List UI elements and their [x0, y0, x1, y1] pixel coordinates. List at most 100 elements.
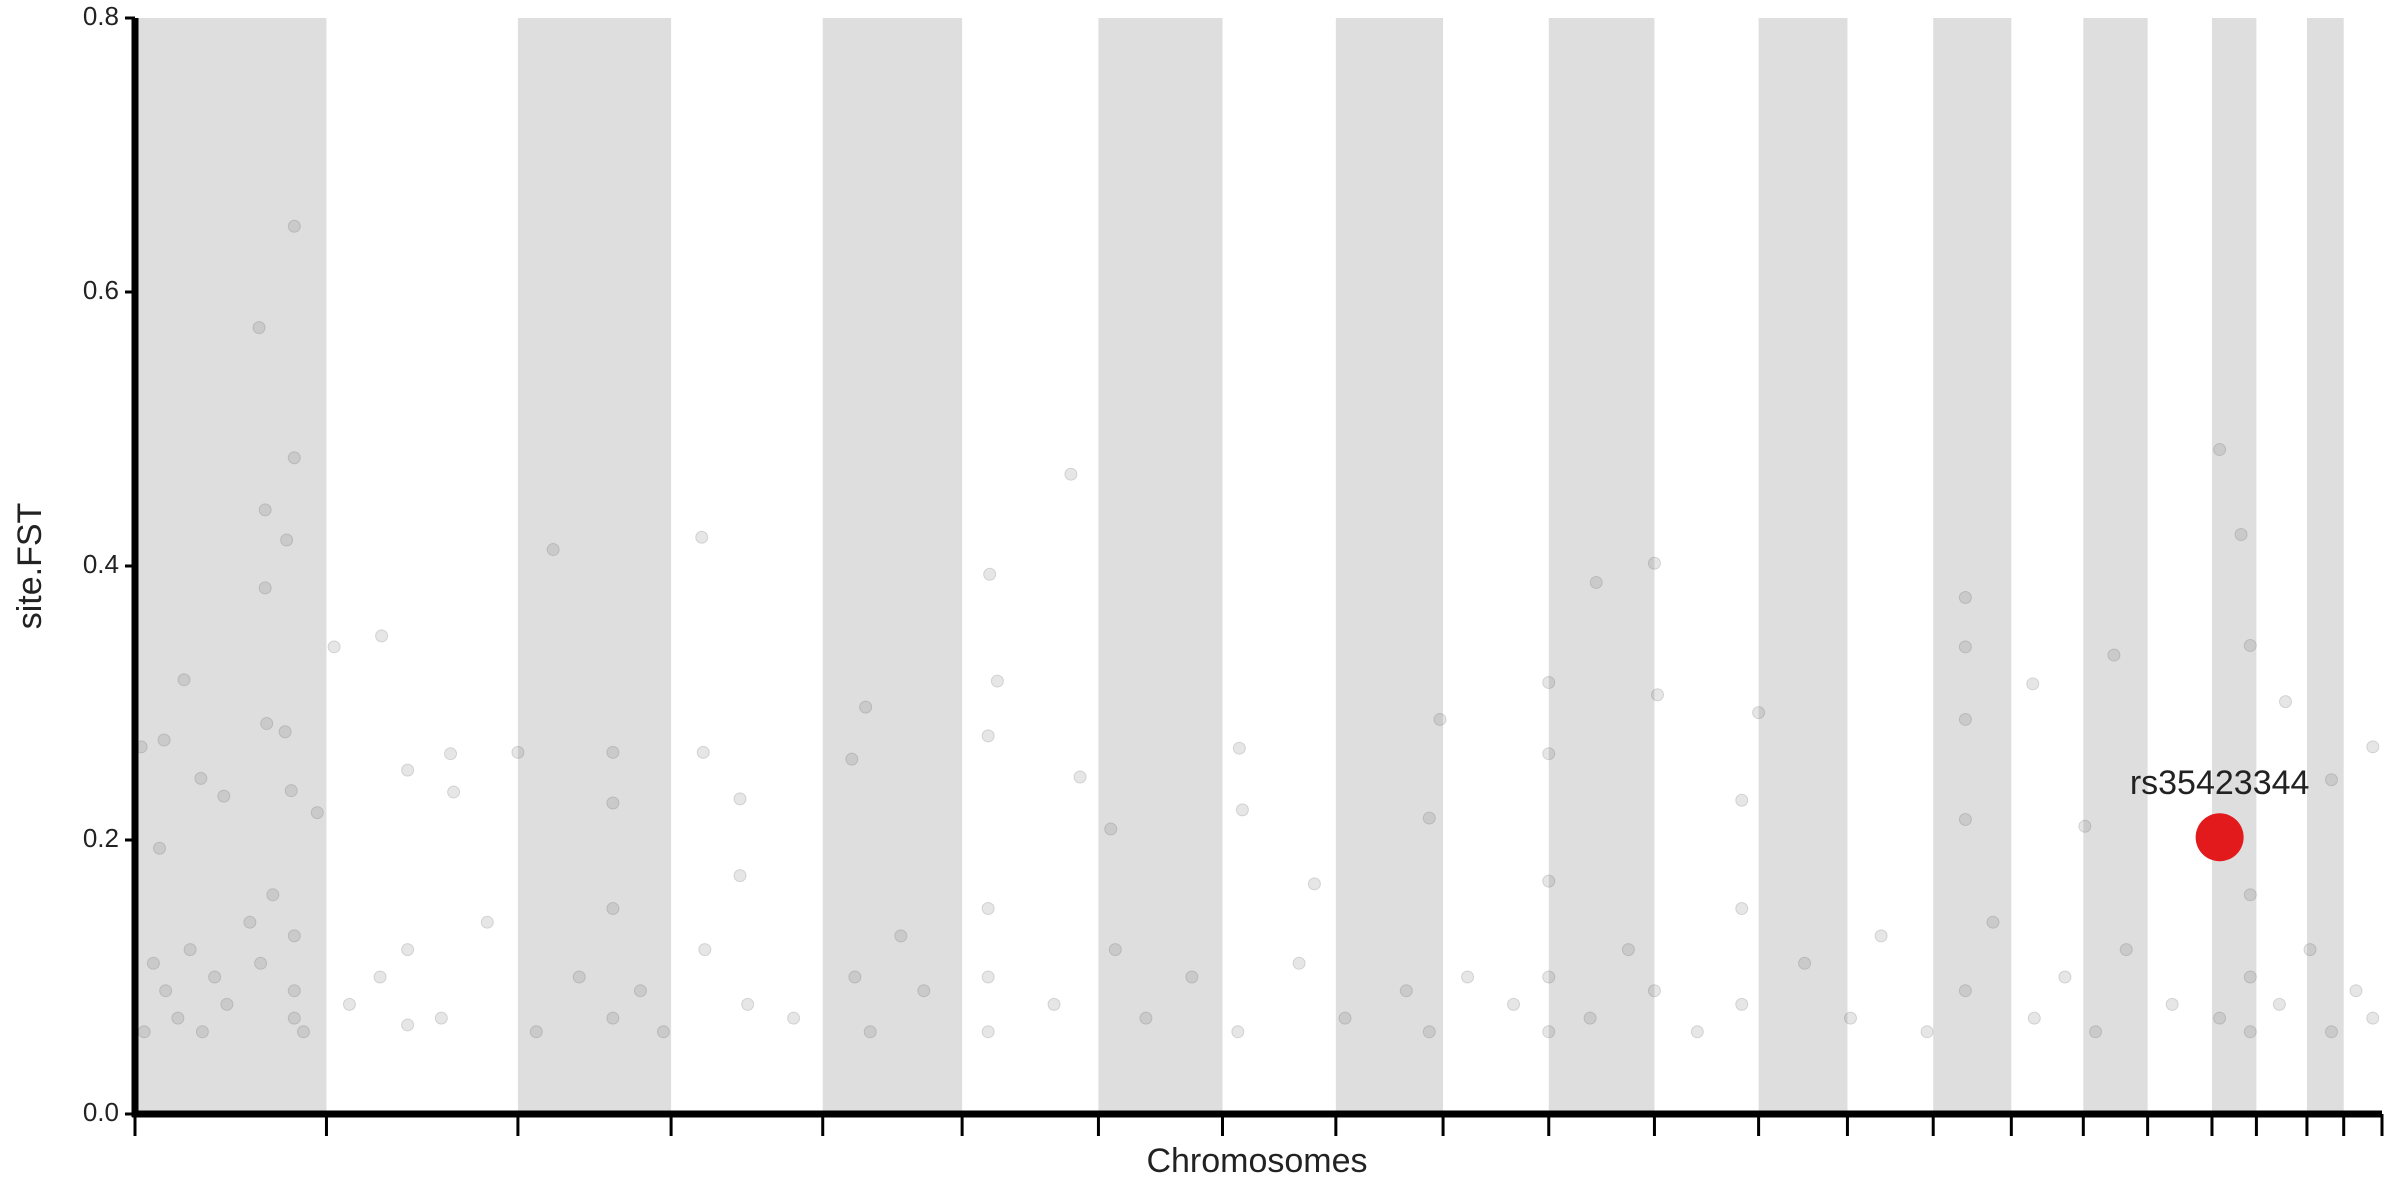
snp-point	[1986, 915, 2000, 929]
snp-point	[447, 785, 461, 799]
snp-point	[546, 543, 560, 557]
snp-point	[981, 729, 995, 743]
chromosome-band	[2306, 18, 2344, 1114]
y-tick-label: 0.8	[83, 1, 119, 31]
snp-point	[375, 629, 389, 643]
snp-point	[287, 1011, 301, 1025]
snp-point	[260, 717, 274, 731]
snp-point	[2213, 1011, 2227, 1025]
snp-point	[287, 984, 301, 998]
snp-point	[1874, 929, 1888, 943]
snp-point	[1399, 984, 1413, 998]
snp-point	[633, 984, 647, 998]
snp-point	[2213, 443, 2227, 457]
snp-point	[787, 1011, 801, 1025]
snp-point	[1542, 1025, 1556, 1039]
chromosome-band	[1933, 18, 2012, 1114]
snp-point	[696, 745, 710, 759]
snp-point	[2279, 695, 2293, 709]
snp-point	[444, 747, 458, 761]
snp-point	[195, 1025, 209, 1039]
snp-point	[1185, 970, 1199, 984]
snp-point	[1690, 1025, 1704, 1039]
snp-point	[1589, 575, 1603, 589]
snp-point	[1338, 1011, 1352, 1025]
snp-point	[2303, 943, 2317, 957]
x-axis-title: Chromosomes	[1146, 1142, 1367, 1180]
snp-point	[327, 640, 341, 654]
snp-point	[258, 581, 272, 595]
snp-point	[845, 752, 859, 766]
snp-point	[917, 984, 931, 998]
snp-point	[177, 673, 191, 687]
snp-point	[606, 902, 620, 915]
snp-point	[157, 733, 171, 747]
snp-point	[741, 997, 755, 1011]
snp-point	[606, 1011, 620, 1025]
snp-point	[342, 997, 356, 1011]
snp-point	[220, 997, 234, 1011]
snp-point	[258, 503, 272, 517]
snp-point	[137, 1025, 151, 1039]
snp-point	[401, 763, 415, 777]
snp-point	[284, 784, 298, 798]
snp-point	[1958, 712, 1972, 726]
snp-point	[159, 984, 173, 998]
snp-point	[1064, 467, 1078, 481]
snp-point	[511, 745, 525, 759]
snp-point	[1422, 1025, 1436, 1039]
y-axis-title: site.FST	[11, 503, 49, 630]
snp-point	[1507, 997, 1521, 1011]
snp-point	[981, 970, 995, 984]
snp-point	[981, 902, 995, 915]
snp-point	[733, 792, 747, 806]
snp-point	[2058, 970, 2072, 984]
snp-point	[606, 745, 620, 759]
snp-point	[1621, 943, 1635, 957]
snp-point	[2324, 1025, 2338, 1039]
snp-point	[2089, 1025, 2103, 1039]
y-tick-label: 0.4	[83, 549, 119, 579]
snp-point	[1958, 591, 1972, 605]
snp-point	[529, 1025, 543, 1039]
chromosome-band	[1098, 18, 1223, 1114]
snp-point	[2366, 1011, 2380, 1025]
snp-point	[146, 956, 160, 970]
snp-point	[1235, 803, 1249, 817]
snp-point	[656, 1025, 670, 1039]
highlight-point	[2195, 813, 2244, 862]
snp-point	[698, 943, 712, 957]
snp-point	[1073, 770, 1087, 784]
snp-point	[287, 929, 301, 943]
snp-point	[480, 915, 494, 929]
highlight-label: rs35423344	[2130, 764, 2310, 802]
chromosome-band	[135, 18, 327, 1114]
snp-point	[310, 806, 324, 820]
snp-point	[153, 841, 167, 855]
snp-point	[2243, 1025, 2257, 1039]
snp-point	[1542, 747, 1556, 761]
snp-point	[434, 1011, 448, 1025]
snp-point	[1422, 811, 1436, 825]
snp-point	[1844, 1011, 1858, 1025]
snp-point	[990, 674, 1004, 688]
snp-point	[859, 700, 873, 714]
chromosome-band	[2083, 18, 2148, 1114]
y-tick-label: 0.0	[83, 1097, 119, 1127]
snp-point	[217, 789, 231, 803]
snp-point	[1752, 706, 1766, 720]
snp-point	[208, 970, 222, 984]
snp-point	[2165, 997, 2179, 1011]
snp-point	[1735, 793, 1749, 807]
snp-point	[606, 796, 620, 810]
snp-point	[1542, 970, 1556, 984]
snp-point	[1647, 984, 1661, 998]
snp-point	[183, 943, 197, 957]
snp-point	[695, 530, 709, 544]
snp-point	[2243, 638, 2257, 652]
snp-point	[1735, 997, 1749, 1011]
snp-point	[194, 771, 208, 785]
snp-point	[981, 1025, 995, 1039]
